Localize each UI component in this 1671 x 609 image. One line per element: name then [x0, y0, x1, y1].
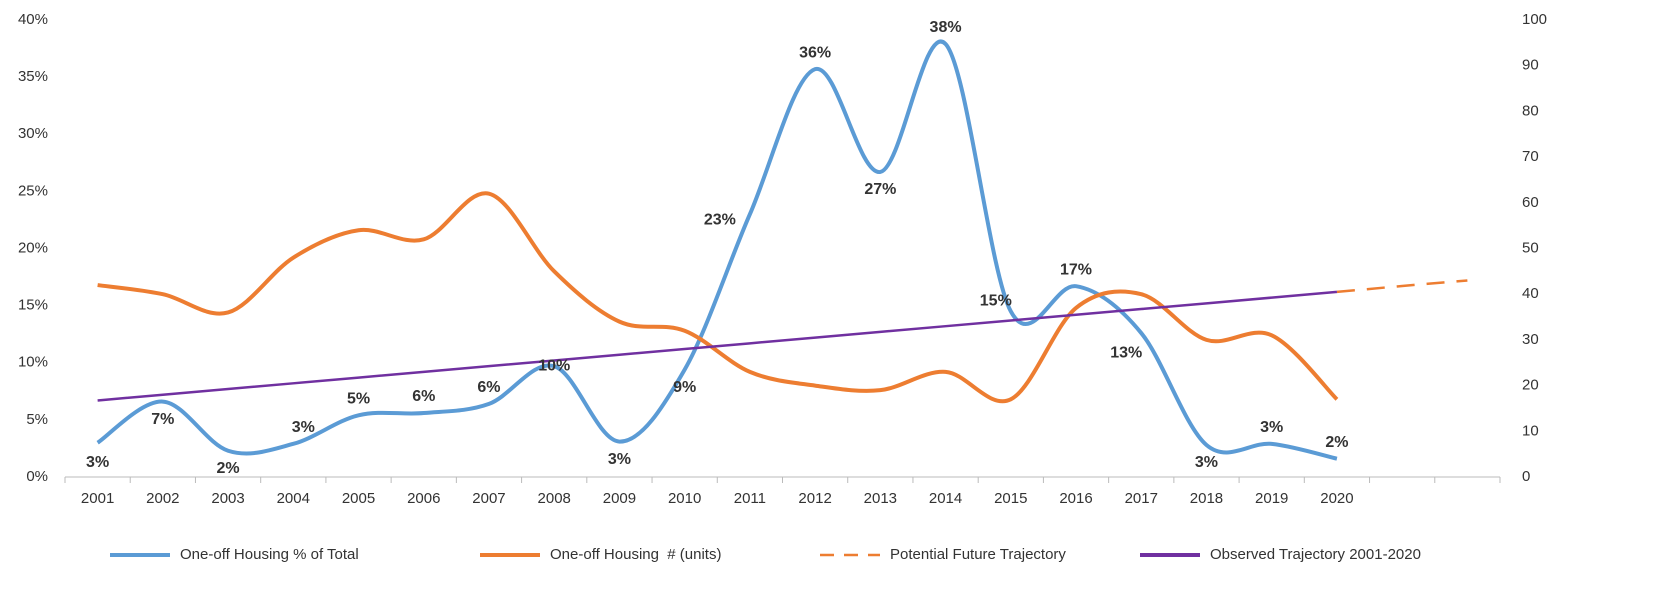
data-label: 9%: [673, 379, 696, 396]
data-label: 17%: [1060, 261, 1092, 278]
y2-tick-label: 80: [1522, 102, 1539, 119]
y-tick-label: 10%: [18, 354, 48, 371]
data-label: 36%: [799, 44, 831, 61]
series-line: [97, 191, 1339, 404]
data-label: 10%: [538, 357, 570, 374]
data-label: 3%: [608, 451, 631, 468]
data-label: 6%: [477, 379, 500, 396]
data-label: 2%: [1325, 434, 1348, 451]
x-tick-label: 2009: [603, 490, 636, 507]
data-label: 23%: [704, 211, 736, 228]
y-tick-label: 20%: [18, 239, 48, 256]
data-label: 3%: [1195, 454, 1218, 471]
x-tick-label: 2003: [211, 490, 244, 507]
data-label: 38%: [930, 19, 962, 36]
x-tick-label: 2010: [668, 490, 701, 507]
x-tick-label: 2007: [472, 490, 505, 507]
x-tick-label: 2002: [146, 490, 179, 507]
y2-tick-label: 60: [1522, 194, 1539, 211]
y-tick-label: 25%: [18, 182, 48, 199]
y2-tick-label: 20: [1522, 377, 1539, 394]
legend-label: Potential Future Trajectory: [890, 546, 1066, 563]
data-label: 5%: [347, 391, 370, 408]
x-tick-label: 2020: [1320, 490, 1353, 507]
data-label: 15%: [980, 293, 1012, 310]
legend-label: One-off Housing # (units): [550, 546, 721, 563]
y-tick-label: 30%: [18, 125, 48, 142]
series-line: [96, 39, 1338, 461]
legend-label: Observed Trajectory 2001-2020: [1210, 546, 1421, 563]
x-tick-label: 2013: [864, 490, 897, 507]
data-label: 7%: [151, 411, 174, 428]
x-tick-label: 2019: [1255, 490, 1288, 507]
data-label: 3%: [292, 419, 315, 436]
data-label: 2%: [217, 460, 240, 477]
y-tick-label: 40%: [18, 11, 48, 28]
y-tick-label: 0%: [26, 468, 48, 485]
y2-tick-label: 70: [1522, 148, 1539, 165]
x-tick-label: 2008: [538, 490, 571, 507]
x-tick-label: 2006: [407, 490, 440, 507]
x-tick-label: 2014: [929, 490, 962, 507]
y2-tick-label: 50: [1522, 239, 1539, 256]
data-label: 3%: [86, 454, 109, 471]
x-tick-label: 2016: [1059, 490, 1092, 507]
data-label: 13%: [1110, 344, 1142, 361]
series-line: [97, 290, 1338, 402]
y2-tick-label: 100: [1522, 11, 1547, 28]
x-tick-label: 2011: [734, 490, 766, 507]
x-tick-label: 2005: [342, 490, 375, 507]
data-label: 6%: [412, 388, 435, 405]
data-label: 27%: [864, 181, 896, 198]
y2-tick-label: 10: [1522, 422, 1539, 439]
x-tick-label: 2017: [1125, 490, 1158, 507]
x-tick-label: 2001: [81, 490, 114, 507]
y2-tick-label: 90: [1522, 57, 1539, 74]
x-tick-label: 2012: [798, 490, 831, 507]
y-tick-label: 5%: [26, 411, 48, 428]
y2-tick-label: 0: [1522, 468, 1530, 485]
x-tick-label: 2018: [1190, 490, 1223, 507]
series-line: [1336, 279, 1468, 294]
y2-tick-label: 30: [1522, 331, 1539, 348]
x-tick-label: 2004: [277, 490, 310, 507]
legend-label: One-off Housing % of Total: [180, 546, 359, 563]
y2-tick-label: 40: [1522, 285, 1539, 302]
data-label: 3%: [1260, 419, 1283, 436]
y-tick-label: 15%: [18, 297, 48, 314]
x-tick-label: 2015: [994, 490, 1027, 507]
y-tick-label: 35%: [18, 68, 48, 85]
